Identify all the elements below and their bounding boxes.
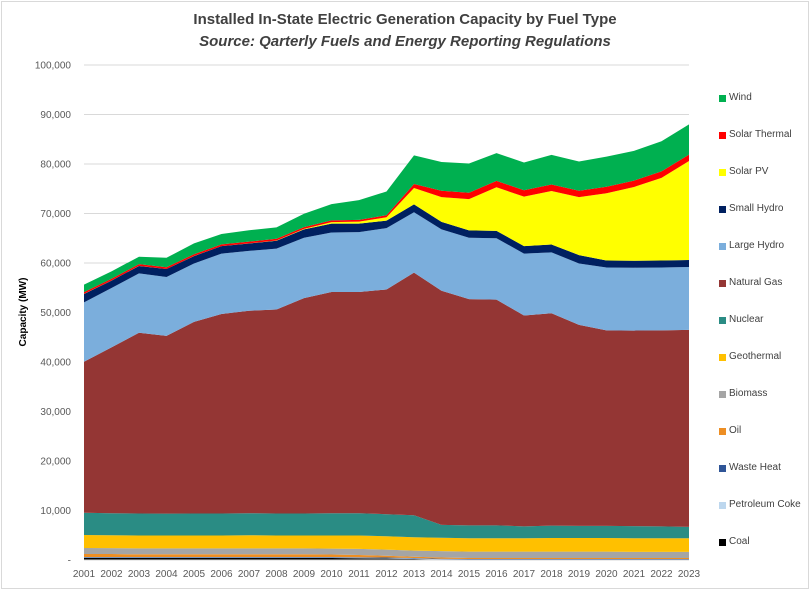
legend-label: Oil [729, 425, 742, 436]
legend-swatch [719, 502, 726, 509]
x-tick-label: 2016 [485, 569, 508, 580]
area-geothermal [84, 535, 689, 552]
area-solar-thermal [84, 154, 689, 294]
legend-label: Solar PV [729, 166, 769, 177]
y-tick-label: 90,000 [40, 110, 71, 121]
legend-label: Wind [729, 92, 752, 103]
legend-label: Biomass [729, 388, 768, 399]
legend-item: Large Hydro [719, 240, 801, 277]
x-tick-label: 2006 [210, 569, 233, 580]
chart-subtitle: Source: Qarterly Fuels and Energy Report… [199, 33, 611, 50]
x-tick-label: 2002 [100, 569, 123, 580]
x-tick-label: 2007 [238, 569, 261, 580]
legend-item: Nuclear [719, 314, 801, 351]
y-tick-label: 10,000 [40, 506, 71, 517]
x-tick-label: 2001 [73, 569, 96, 580]
legend-label: Waste Heat [729, 462, 781, 473]
legend-item: Natural Gas [719, 277, 801, 314]
x-tick-label: 2008 [265, 569, 288, 580]
legend-swatch [719, 132, 726, 139]
y-tick-label: 30,000 [40, 407, 71, 418]
area-large-hydro [84, 212, 689, 362]
y-tick-label: - [68, 556, 71, 567]
legend-item: Oil [719, 425, 801, 462]
area-biomass [84, 548, 689, 559]
x-tick-label: 2018 [540, 569, 563, 580]
legend-swatch [719, 206, 726, 213]
area-solar-pv [84, 161, 689, 294]
area-nuclear [84, 512, 689, 539]
area-natural-gas [84, 272, 689, 527]
legend-label: Coal [729, 536, 750, 547]
x-tick-label: 2009 [293, 569, 316, 580]
x-tick-label: 2005 [183, 569, 206, 580]
legend-item: Wind [719, 92, 801, 129]
legend-label: Large Hydro [729, 240, 785, 251]
legend-item: Waste Heat [719, 462, 801, 499]
legend: Wind Solar Thermal Solar PV Small Hydro Larg… [719, 92, 801, 573]
legend-swatch [719, 317, 726, 324]
legend-item: Geothermal [719, 351, 801, 388]
x-tick-label: 2011 [348, 569, 370, 580]
area-wind [84, 124, 689, 293]
x-tick-label: 2004 [155, 569, 178, 580]
legend-label: Solar Thermal [729, 129, 792, 140]
legend-swatch [719, 169, 726, 176]
area-oil [84, 554, 689, 560]
chart-title: Installed In-State Electric Generation C… [193, 11, 617, 28]
area-small-hydro [84, 204, 689, 303]
y-tick-label: 40,000 [40, 358, 71, 369]
x-tick-label: 2022 [650, 569, 673, 580]
y-tick-label: 20,000 [40, 457, 71, 468]
legend-item: Small Hydro [719, 203, 801, 240]
legend-swatch [719, 354, 726, 361]
x-tick-label: 2010 [320, 569, 343, 580]
legend-item: Petroleum Coke [719, 499, 801, 536]
legend-swatch [719, 243, 726, 250]
x-tick-label: 2013 [403, 569, 426, 580]
y-tick-label: 80,000 [40, 160, 71, 171]
y-tick-label: 100,000 [35, 61, 72, 72]
legend-label: Petroleum Coke [729, 499, 801, 510]
x-tick-label: 2019 [568, 569, 591, 580]
legend-swatch [719, 428, 726, 435]
y-tick-label: 60,000 [40, 259, 71, 270]
legend-label: Geothermal [729, 351, 782, 362]
x-tick-label: 2020 [595, 569, 618, 580]
legend-swatch [719, 539, 726, 546]
legend-swatch [719, 280, 726, 287]
legend-item: Solar PV [719, 166, 801, 203]
legend-swatch [719, 391, 726, 398]
legend-label: Natural Gas [729, 277, 783, 288]
legend-swatch [719, 95, 726, 102]
legend-item: Solar Thermal [719, 129, 801, 166]
x-tick-label: 2017 [513, 569, 536, 580]
y-tick-label: 50,000 [40, 308, 71, 319]
x-tick-label: 2015 [458, 569, 481, 580]
legend-label: Small Hydro [729, 203, 784, 214]
x-tick-label: 2003 [128, 569, 151, 580]
x-tick-label: 2021 [623, 569, 646, 580]
legend-item: Biomass [719, 388, 801, 425]
legend-item: Coal [719, 536, 801, 573]
legend-label: Nuclear [729, 314, 764, 325]
x-tick-label: 2023 [678, 569, 701, 580]
x-tick-label: 2012 [375, 569, 398, 580]
y-tick-label: 70,000 [40, 209, 71, 220]
y-axis-label: Capacity (MW) [18, 278, 29, 347]
legend-swatch [719, 465, 726, 472]
x-tick-label: 2014 [430, 569, 453, 580]
